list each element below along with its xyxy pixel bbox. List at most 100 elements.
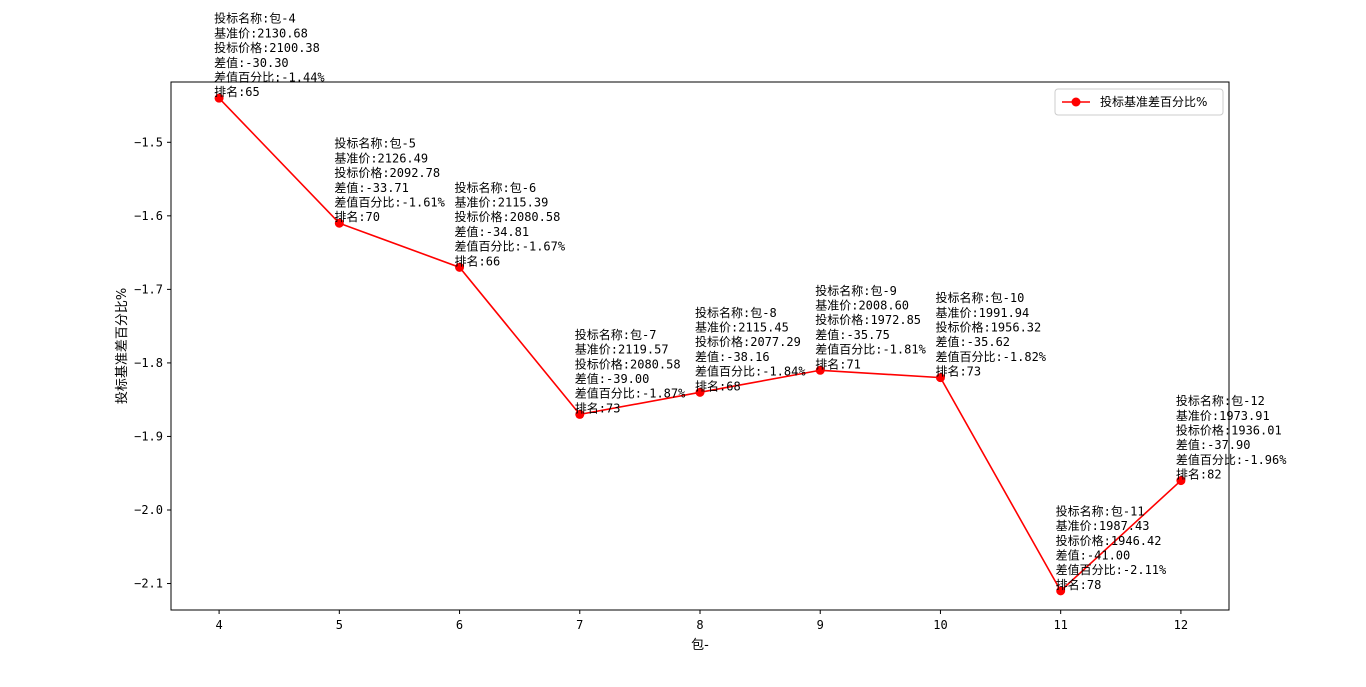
annotation-line: 投标名称:包-12: [1176, 393, 1265, 408]
annotation-line: 基准价:1987.43: [1056, 519, 1150, 533]
annotation-line: 差值:-38.16: [695, 349, 770, 364]
annotation-line: 投标名称:包-4: [214, 11, 296, 26]
x-tick-label: 10: [933, 618, 947, 632]
x-tick-label: 6: [456, 618, 463, 632]
x-tick-label: 11: [1053, 618, 1067, 632]
annotation-line: 差值:-41.00: [1056, 547, 1131, 562]
annotation-line: 差值:-35.75: [815, 327, 890, 342]
annotation-line: 差值百分比:-1.87%: [575, 386, 686, 401]
annotation-line: 投标名称:包-7: [575, 327, 657, 342]
annotation-line: 投标价格:1956.32: [935, 320, 1041, 335]
data-point: [455, 262, 465, 272]
y-tick-label: −1.8: [134, 356, 163, 370]
data-point: [695, 387, 705, 397]
annotation-line: 差值:-33.71: [334, 180, 409, 195]
annotation-line: 基准价:2130.68: [214, 26, 308, 40]
annotation-line: 排名:78: [1056, 577, 1102, 592]
annotations-group: 投标名称:包-4 基准价:2130.68 投标价格:2100.38 差值:-30.30…: [214, 11, 1287, 592]
annotation-line: 差值:-37.90: [1176, 437, 1251, 452]
annotation-line: 差值:-30.30: [214, 55, 289, 70]
data-point: [1056, 586, 1066, 596]
annotation-line: 排名:71: [815, 356, 861, 371]
legend-label: 投标基准差百分比%: [1100, 94, 1207, 109]
data-annotation: 投标名称:包-11 基准价:1987.43 投标价格:1946.42 差值:-41.0…: [1056, 503, 1167, 592]
annotation-line: 投标价格:2080.58: [455, 209, 561, 224]
annotation-line: 差值百分比:-1.61%: [334, 194, 445, 209]
data-annotation: 投标名称:包-12 基准价:1973.91 投标价格:1936.01 差值:-37.9…: [1176, 393, 1287, 482]
data-annotation: 投标名称:包-9 基准价:2008.60 投标价格:1972.85 差值:-35.75…: [815, 283, 926, 372]
y-tick-label: −1.7: [134, 282, 163, 296]
annotation-line: 投标名称:包-5: [334, 136, 416, 151]
y-tick-label: −2.1: [134, 577, 163, 591]
annotation-line: 投标名称:包-10: [935, 290, 1024, 305]
annotation-line: 投标价格:2077.29: [695, 334, 801, 349]
annotation-line: 基准价:1973.91: [1176, 409, 1270, 423]
data-point: [1176, 476, 1186, 486]
y-tick-label: −1.5: [134, 135, 163, 149]
data-point: [214, 93, 224, 103]
annotation-line: 排名:73: [575, 400, 621, 415]
annotation-line: 排名:73: [935, 364, 981, 379]
data-point: [935, 373, 945, 383]
data-point: [575, 409, 585, 419]
annotation-line: 投标价格:2080.58: [575, 356, 681, 371]
annotation-line: 差值:-34.81: [455, 224, 530, 239]
annotation-line: 差值百分比:-1.81%: [815, 342, 926, 357]
annotation-line: 基准价:2119.57: [575, 343, 669, 357]
annotation-line: 差值百分比:-1.44%: [214, 69, 325, 84]
annotation-line: 差值百分比:-1.67%: [455, 239, 566, 254]
annotation-line: 基准价:2115.39: [455, 196, 549, 210]
y-axis-label: 投标基准差百分比%: [114, 288, 130, 404]
annotation-line: 基准价:2115.45: [695, 321, 789, 335]
x-tick-label: 4: [215, 618, 222, 632]
y-axis-ticks: −1.5 −1.6 −1.7 −1.8 −1.9 −2.0 −2.1: [134, 135, 171, 591]
data-annotation: 投标名称:包-5 基准价:2126.49 投标价格:2092.78 差值:-33.71…: [334, 136, 445, 225]
annotation-line: 差值:-35.62: [935, 334, 1010, 349]
y-tick-label: −1.6: [134, 209, 163, 223]
annotation-line: 差值百分比:-1.84%: [695, 364, 806, 379]
annotation-line: 投标价格:2100.38: [214, 40, 320, 55]
x-tick-label: 9: [817, 618, 824, 632]
annotation-line: 基准价:2008.60: [815, 298, 909, 312]
annotation-line: 投标名称:包-11: [1056, 503, 1145, 518]
annotation-line: 投标名称:包-9: [815, 283, 897, 298]
x-axis-ticks: 4 5 6 7 8 9 10 11 12: [215, 610, 1188, 632]
y-tick-label: −1.9: [134, 429, 163, 443]
annotation-line: 差值百分比:-1.82%: [935, 349, 1046, 364]
x-axis-label: 包-: [691, 638, 709, 653]
annotation-line: 投标价格:1972.85: [815, 312, 921, 327]
annotation-line: 排名:68: [695, 378, 741, 393]
annotation-line: 排名:65: [214, 84, 260, 99]
legend: 投标基准差百分比%: [1054, 88, 1224, 116]
annotation-line: 基准价:1991.94: [935, 306, 1029, 320]
annotation-line: 投标价格:1936.01: [1176, 422, 1282, 437]
data-annotation: 投标名称:包-8 基准价:2115.45 投标价格:2077.29 差值:-38.16…: [695, 305, 806, 394]
legend-box: [1054, 88, 1224, 116]
data-annotation: 投标名称:包-10 基准价:1991.94 投标价格:1956.32 差值:-35.6…: [935, 290, 1046, 379]
data-annotation: 投标名称:包-4 基准价:2130.68 投标价格:2100.38 差值:-30.30…: [214, 11, 325, 100]
x-tick-label: 12: [1174, 618, 1188, 632]
annotation-line: 基准价:2126.49: [334, 151, 428, 165]
annotation-line: 差值百分比:-2.11%: [1056, 562, 1167, 577]
data-point: [815, 365, 825, 375]
plot-area: [170, 81, 1230, 611]
legend-marker: [1071, 97, 1081, 107]
annotation-line: 差值:-39.00: [575, 371, 650, 386]
y-tick-label: −2.0: [134, 503, 163, 517]
annotation-line: 投标名称:包-8: [695, 305, 777, 320]
annotation-line: 差值百分比:-1.96%: [1176, 452, 1287, 467]
annotation-line: 排名:82: [1176, 467, 1222, 482]
data-annotation: 投标名称:包-6 基准价:2115.39 投标价格:2080.58 差值:-34.81…: [455, 180, 566, 269]
annotation-line: 投标价格:2092.78: [334, 165, 440, 180]
annotation-line: 投标名称:包-6: [455, 180, 537, 195]
data-point: [334, 218, 344, 228]
annotation-line: 投标价格:1946.42: [1056, 533, 1162, 548]
annotation-line: 排名:70: [334, 209, 380, 224]
x-tick-label: 5: [336, 618, 343, 632]
x-tick-label: 7: [576, 618, 583, 632]
data-annotation: 投标名称:包-7 基准价:2119.57 投标价格:2080.58 差值:-39.00…: [575, 327, 686, 416]
annotation-line: 排名:66: [455, 253, 501, 268]
x-tick-label: 8: [696, 618, 703, 632]
series-group: [214, 93, 1186, 596]
